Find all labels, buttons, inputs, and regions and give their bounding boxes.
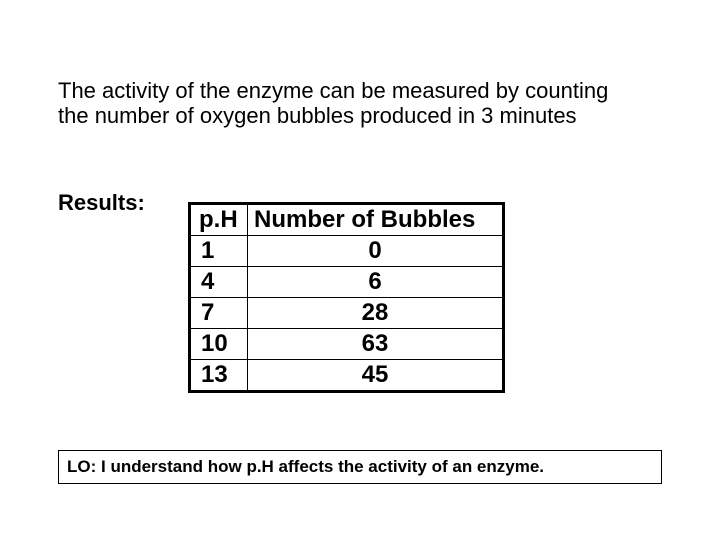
table-row: 1 0 xyxy=(190,236,504,267)
cell-ph: 4 xyxy=(190,267,248,298)
col-header-ph: p.H xyxy=(190,204,248,236)
cell-bubbles: 6 xyxy=(248,267,504,298)
table-row: 13 45 xyxy=(190,360,504,392)
learning-objective-box: LO: I understand how p.H affects the act… xyxy=(58,450,662,484)
cell-bubbles: 45 xyxy=(248,360,504,392)
table-row: 10 63 xyxy=(190,329,504,360)
cell-ph: 13 xyxy=(190,360,248,392)
col-header-bubbles: Number of Bubbles xyxy=(248,204,504,236)
cell-ph: 1 xyxy=(190,236,248,267)
results-table-wrap: p.H Number of Bubbles 1 0 4 6 7 28 10 63 xyxy=(188,202,505,393)
learning-objective-text: LO: I understand how p.H affects the act… xyxy=(67,457,544,476)
table-row: 7 28 xyxy=(190,298,504,329)
table-header-row: p.H Number of Bubbles xyxy=(190,204,504,236)
cell-bubbles: 0 xyxy=(248,236,504,267)
table-row: 4 6 xyxy=(190,267,504,298)
intro-text: The activity of the enzyme can be measur… xyxy=(58,78,618,129)
results-table: p.H Number of Bubbles 1 0 4 6 7 28 10 63 xyxy=(188,202,505,393)
cell-ph: 10 xyxy=(190,329,248,360)
cell-bubbles: 63 xyxy=(248,329,504,360)
results-label: Results: xyxy=(58,190,145,216)
cell-ph: 7 xyxy=(190,298,248,329)
cell-bubbles: 28 xyxy=(248,298,504,329)
